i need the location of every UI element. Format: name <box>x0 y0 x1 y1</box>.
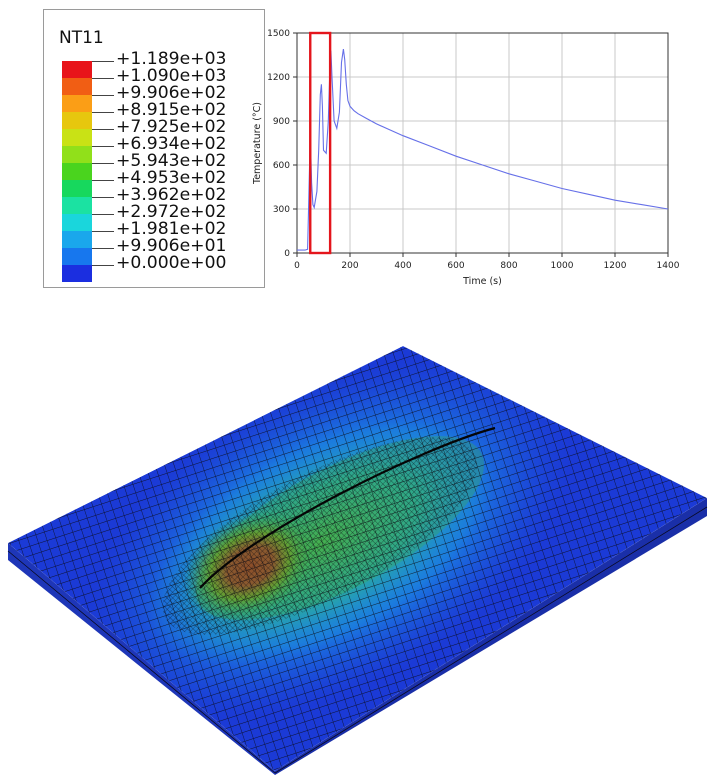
legend-label: +5.943e+02 <box>116 151 227 171</box>
contour-legend: NT11 +1.189e+03 +1.090e+03 +9.906e+02 +8.91… <box>43 9 265 288</box>
legend-label: +3.962e+02 <box>116 185 227 205</box>
legend-swatch <box>62 61 92 78</box>
legend-swatch <box>62 95 92 112</box>
legend-swatch <box>62 248 92 265</box>
legend-title: NT11 <box>59 28 104 48</box>
legend-swatch <box>62 231 92 248</box>
y-tick-label: 600 <box>273 161 290 171</box>
series-line-temperature <box>297 49 669 251</box>
temperature-contour-plot <box>0 338 711 775</box>
x-tick-label: 200 <box>341 261 358 271</box>
y-tick-label: 1500 <box>267 29 290 39</box>
contour-plate-image <box>7 346 708 775</box>
legend-swatch <box>62 163 92 180</box>
legend-swatch <box>62 180 92 197</box>
legend-swatch <box>62 129 92 146</box>
x-axis-label: Time (s) <box>462 276 502 287</box>
legend-color-bar <box>62 61 92 282</box>
x-tick-label: 1200 <box>604 261 627 271</box>
y-tick-label: 300 <box>273 205 290 215</box>
legend-tick-marks <box>92 61 114 266</box>
legend-swatch <box>62 112 92 129</box>
legend-label: +7.925e+02 <box>116 117 227 137</box>
highlight-box <box>309 31 332 255</box>
y-tick-label: 1200 <box>267 73 290 83</box>
legend-label: +6.934e+02 <box>116 134 227 154</box>
y-axis-label: Temperature (°C) <box>252 102 263 185</box>
plate-right-face <box>275 498 707 775</box>
legend-swatch <box>62 214 92 231</box>
legend-label: +2.972e+02 <box>116 202 227 222</box>
legend-label: +1.090e+03 <box>116 66 227 86</box>
plot-frame <box>296 32 669 254</box>
legend-label: +1.189e+03 <box>116 49 227 69</box>
x-tick-label: 0 <box>294 261 300 271</box>
chart-canvas: 0 200 400 600 800 1000 1200 1400 0 300 600 900 1200 1… <box>252 29 680 287</box>
legend-label: +9.906e+02 <box>116 83 227 103</box>
x-tick-label: 400 <box>394 261 411 271</box>
legend-label: +8.915e+02 <box>116 100 227 120</box>
x-tick-label: 1000 <box>551 261 574 271</box>
x-tick-label: 800 <box>500 261 517 271</box>
legend-swatch <box>62 146 92 163</box>
legend-label: +1.981e+02 <box>116 219 227 239</box>
legend-label: +4.953e+02 <box>116 168 227 188</box>
legend-label: +0.000e+00 <box>116 253 227 273</box>
x-tick-label: 600 <box>447 261 464 271</box>
temperature-time-chart: 0 200 400 600 800 1000 1200 1400 0 300 600 900 1200 1… <box>240 18 690 298</box>
legend-label: +9.906e+01 <box>116 236 227 256</box>
y-tick-label: 900 <box>273 117 290 127</box>
legend-swatch <box>62 265 92 282</box>
legend-swatch <box>62 78 92 95</box>
weld-path-line <box>199 426 496 589</box>
x-tick-label: 1400 <box>657 261 680 271</box>
legend-swatch <box>62 197 92 214</box>
y-tick-label: 0 <box>284 249 290 259</box>
